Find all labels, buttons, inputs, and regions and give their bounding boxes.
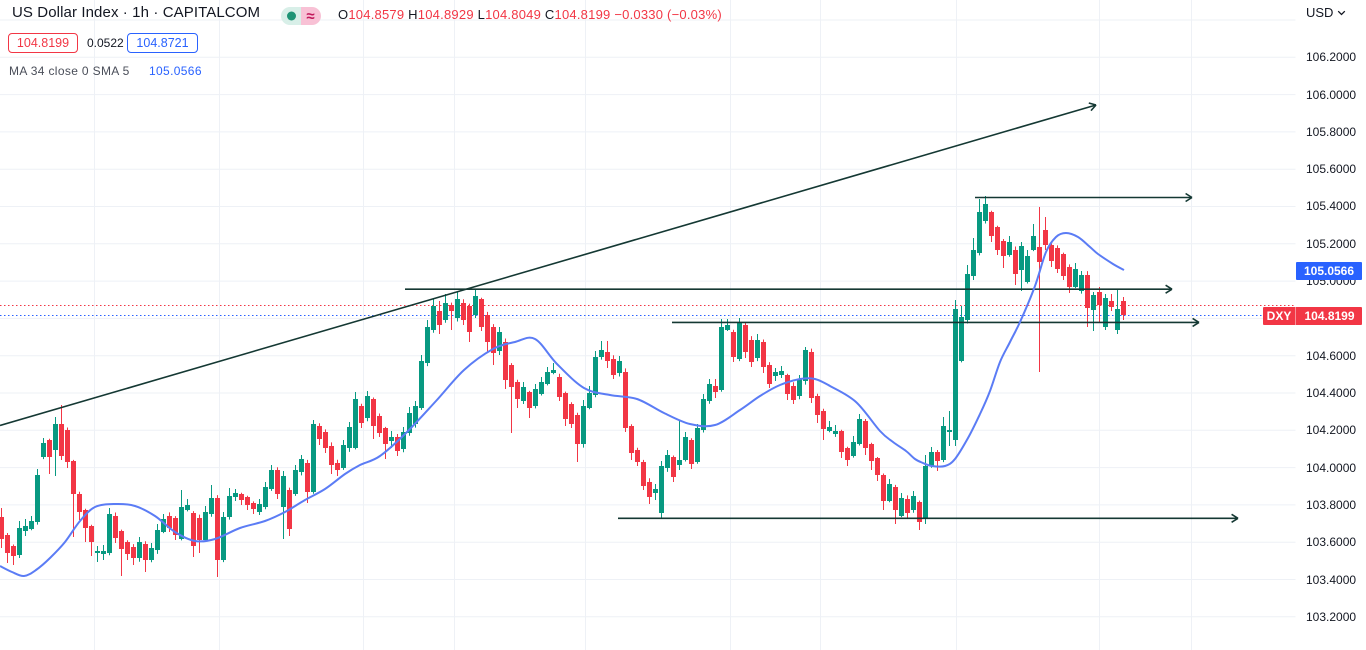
svg-text:≈: ≈ [306, 8, 314, 25]
